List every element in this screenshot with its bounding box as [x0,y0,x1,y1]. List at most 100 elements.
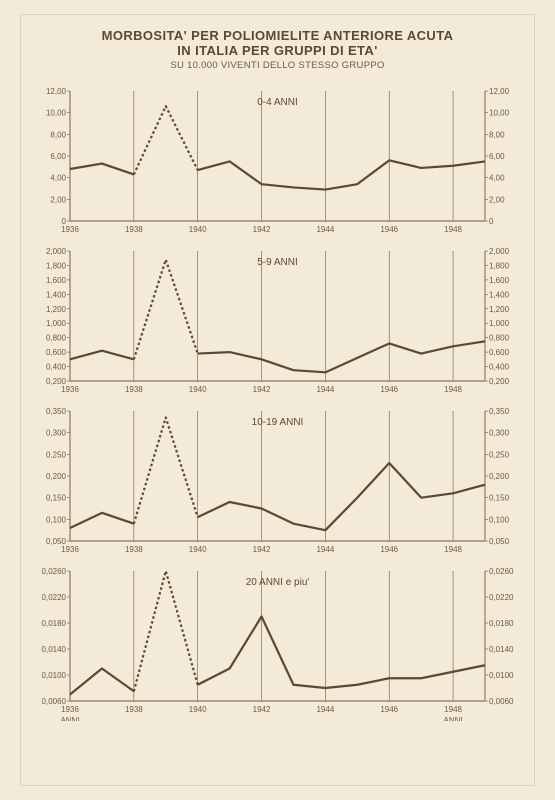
xtick-label: 1938 [125,705,143,714]
ytick-right: 1,600 [489,276,510,285]
ytick-left: 0,100 [46,515,67,524]
ytick-right: 8,00 [489,130,505,139]
xtick-label: 1942 [253,225,271,234]
ytick-left: 0,350 [46,407,67,416]
x-axis-label-right: ANNI [444,716,463,721]
ytick-right: 6,00 [489,152,505,161]
series-line-dashed [134,418,198,524]
ytick-right: 0,0100 [489,671,514,680]
ytick-left: 0,150 [46,494,67,503]
ytick-right: 0,350 [489,407,510,416]
ytick-right: 2,000 [489,247,510,256]
ytick-left: 1,200 [46,305,67,314]
title-line-1: MORBOSITA' PER POLIOMIELITE ANTERIORE AC… [36,28,519,43]
ytick-right: 0,0220 [489,593,514,602]
xtick-label: 1936 [61,705,79,714]
xtick-label: 1948 [444,385,462,394]
panel-label: 0-4 ANNI [257,97,298,108]
ytick-right: 10,00 [489,109,510,118]
subtitle: SU 10.000 VIVENTI DELLO STESSO GRUPPO [36,60,519,71]
ytick-left: 4,00 [50,174,66,183]
ytick-left: 0,400 [46,363,67,372]
ytick-left: 1,800 [46,261,67,270]
ytick-right: 1,000 [489,319,510,328]
ytick-left: 2,00 [50,195,66,204]
ytick-left: 6,00 [50,152,66,161]
xtick-label: 1946 [380,545,398,554]
chart-panel-2: 0,0500,0500,1000,1000,1500,1500,2000,200… [36,401,519,561]
ytick-left: 1,600 [46,276,67,285]
ytick-left: 1,000 [46,319,67,328]
ytick-left: 0,0140 [42,645,67,654]
ytick-left: 0,600 [46,348,67,357]
ytick-right: 1,400 [489,290,510,299]
ytick-right: 2,00 [489,195,505,204]
xtick-label: 1942 [253,385,271,394]
ytick-left: 0,0260 [42,567,67,576]
ytick-left: 0,200 [46,472,67,481]
series-line-solid [198,617,485,689]
ytick-left: 0,300 [46,429,67,438]
title-line-2: IN ITALIA PER GRUPPI DI ETA' [36,43,519,58]
ytick-right: 0,150 [489,494,510,503]
ytick-left: 1,400 [46,290,67,299]
xtick-label: 1940 [189,225,207,234]
ytick-right: 0,0140 [489,645,514,654]
xtick-label: 1946 [380,385,398,394]
series-line-solid [198,463,485,530]
series-line-solid [70,513,134,528]
ytick-left: 0,800 [46,334,67,343]
ytick-right: 12,00 [489,87,510,96]
panel-label: 10-19 ANNI [252,417,304,428]
panel-label: 5-9 ANNI [257,257,298,268]
xtick-label: 1938 [125,545,143,554]
series-line-solid [70,669,134,695]
xtick-label: 1936 [61,385,79,394]
xtick-label: 1944 [316,385,334,394]
ytick-left: 0,250 [46,450,67,459]
ytick-right: 0,0180 [489,619,514,628]
xtick-label: 1938 [125,225,143,234]
xtick-label: 1936 [61,225,79,234]
ytick-left: 12,00 [46,87,67,96]
ytick-right: 0,600 [489,348,510,357]
ytick-right: 0,050 [489,537,510,546]
ytick-right: 0,400 [489,363,510,372]
series-line-solid [198,160,485,189]
ytick-right: 0,250 [489,450,510,459]
series-line-solid [70,164,134,175]
ytick-right: 0 [489,217,494,226]
xtick-label: 1940 [189,545,207,554]
ytick-right: 0,0060 [489,697,514,706]
ytick-left: 2,000 [46,247,67,256]
page: MORBOSITA' PER POLIOMIELITE ANTERIORE AC… [0,0,555,800]
xtick-label: 1946 [380,225,398,234]
chart-panel-3: 0,00600,00600,01000,01000,01400,01400,01… [36,561,519,721]
xtick-label: 1944 [316,545,334,554]
series-line-dashed [134,571,198,691]
xtick-label: 1942 [253,705,271,714]
x-axis-label-left: ANNI [60,716,79,721]
ytick-left: 0,0100 [42,671,67,680]
ytick-right: 0,200 [489,472,510,481]
xtick-label: 1948 [444,705,462,714]
ytick-left: 8,00 [50,130,66,139]
panel-label: 20 ANNI e piu' [246,577,310,588]
ytick-right: 0,800 [489,334,510,343]
series-line-solid [70,351,134,360]
series-line-dashed [134,260,198,360]
xtick-label: 1940 [189,705,207,714]
ytick-right: 0,300 [489,429,510,438]
ytick-left: 0,0180 [42,619,67,628]
chart-panel-1: 0,2000,2000,4000,4000,6000,6000,8000,800… [36,241,519,401]
ytick-right: 1,800 [489,261,510,270]
xtick-label: 1944 [316,705,334,714]
xtick-label: 1948 [444,545,462,554]
ytick-right: 1,200 [489,305,510,314]
ytick-right: 0,100 [489,515,510,524]
ytick-right: 4,00 [489,174,505,183]
xtick-label: 1936 [61,545,79,554]
xtick-label: 1946 [380,705,398,714]
ytick-left: 10,00 [46,109,67,118]
xtick-label: 1938 [125,385,143,394]
